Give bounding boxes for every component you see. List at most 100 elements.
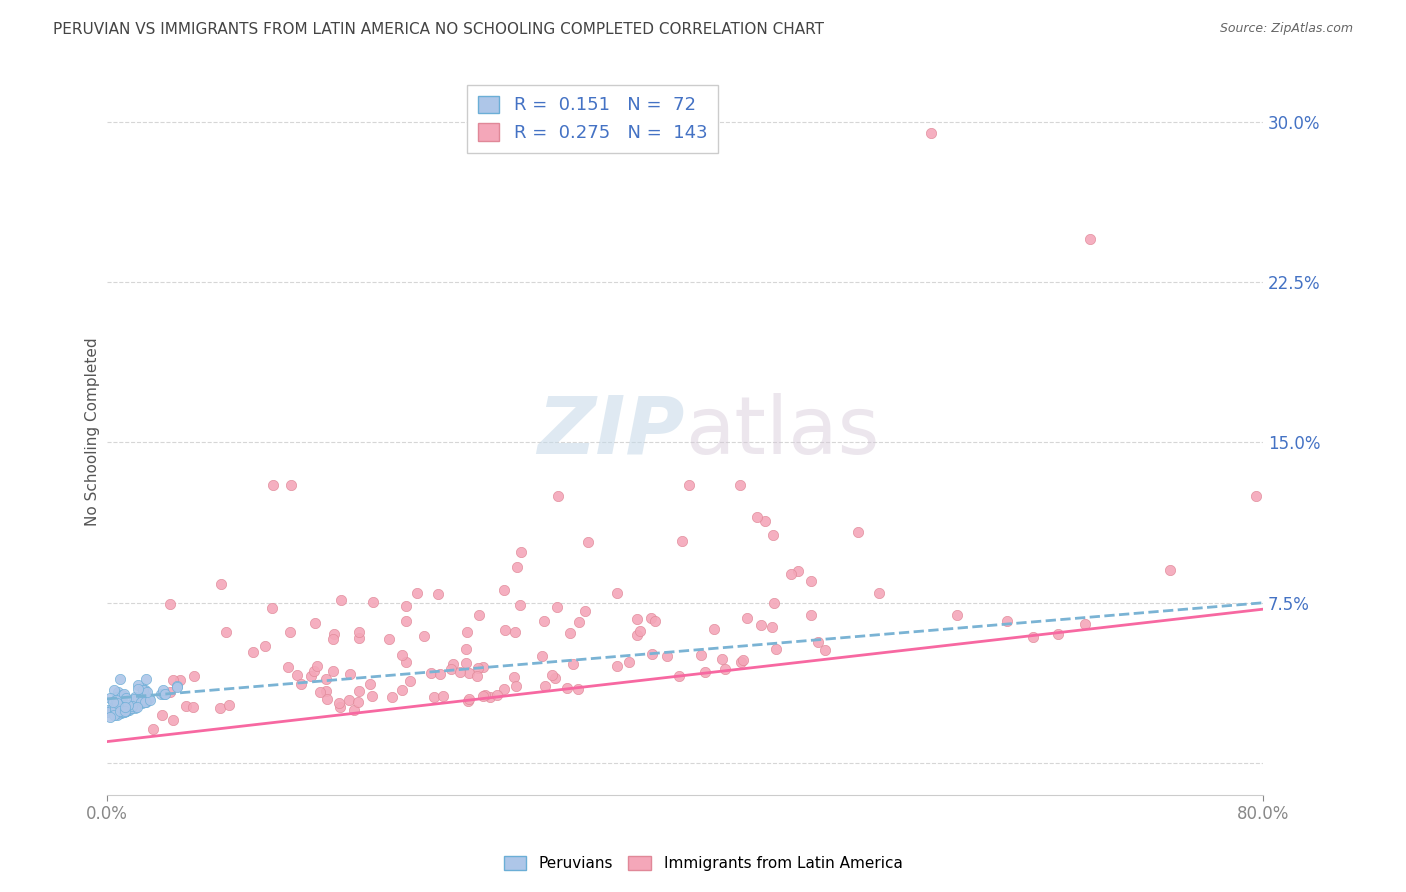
Point	[134, 695, 156, 709]
Point	[747, 510, 769, 524]
Point	[807, 634, 830, 648]
Point	[920, 126, 942, 140]
Point	[118, 703, 141, 717]
Point	[105, 706, 128, 720]
Point	[728, 478, 751, 492]
Point	[361, 595, 384, 609]
Point	[420, 665, 443, 680]
Point	[467, 661, 489, 675]
Point	[152, 683, 174, 698]
Point	[115, 691, 138, 706]
Point	[112, 698, 135, 712]
Point	[120, 701, 142, 715]
Point	[138, 690, 160, 705]
Point	[131, 696, 153, 710]
Point	[544, 671, 567, 685]
Point	[735, 610, 758, 624]
Point	[505, 679, 527, 693]
Point	[166, 679, 188, 693]
Point	[329, 592, 352, 607]
Text: PERUVIAN VS IMMIGRANTS FROM LATIN AMERICA NO SCHOOLING COMPLETED CORRELATION CHA: PERUVIAN VS IMMIGRANTS FROM LATIN AMERIC…	[53, 22, 824, 37]
Point	[945, 607, 967, 622]
Point	[626, 628, 648, 642]
Point	[472, 690, 495, 704]
Point	[668, 669, 690, 683]
Point	[97, 703, 120, 717]
Y-axis label: No Schooling Completed: No Schooling Completed	[86, 337, 100, 526]
Point	[114, 704, 136, 718]
Text: atlas: atlas	[685, 392, 879, 471]
Point	[576, 535, 599, 549]
Point	[96, 706, 118, 720]
Point	[159, 685, 181, 699]
Point	[762, 596, 785, 610]
Point	[112, 705, 135, 719]
Point	[285, 667, 308, 681]
Point	[101, 695, 124, 709]
Point	[166, 680, 188, 694]
Point	[328, 696, 350, 710]
Point	[110, 688, 132, 702]
Point	[754, 514, 776, 528]
Legend: Peruvians, Immigrants from Latin America: Peruvians, Immigrants from Latin America	[498, 850, 908, 877]
Point	[378, 632, 401, 646]
Point	[107, 695, 129, 709]
Point	[112, 687, 135, 701]
Point	[485, 688, 508, 702]
Point	[540, 668, 562, 682]
Point	[432, 690, 454, 704]
Point	[112, 703, 135, 717]
Point	[174, 699, 197, 714]
Point	[103, 708, 125, 723]
Point	[426, 587, 449, 601]
Point	[492, 681, 515, 696]
Point	[105, 690, 128, 704]
Point	[124, 700, 146, 714]
Point	[800, 608, 823, 623]
Point	[209, 577, 232, 591]
Point	[98, 691, 121, 706]
Text: ZIP: ZIP	[537, 392, 685, 471]
Point	[121, 699, 143, 714]
Point	[134, 688, 156, 702]
Point	[547, 489, 569, 503]
Point	[108, 704, 131, 718]
Point	[337, 693, 360, 707]
Point	[110, 689, 132, 703]
Point	[290, 677, 312, 691]
Point	[315, 684, 337, 698]
Point	[454, 641, 477, 656]
Point	[503, 670, 526, 684]
Point	[304, 615, 326, 630]
Point	[280, 478, 302, 492]
Point	[125, 699, 148, 714]
Point	[135, 684, 157, 698]
Point	[107, 706, 129, 721]
Point	[533, 614, 555, 628]
Point	[260, 600, 283, 615]
Point	[305, 659, 328, 673]
Point	[574, 604, 596, 618]
Point	[159, 597, 181, 611]
Legend: R =  0.151   N =  72, R =  0.275   N =  143: R = 0.151 N = 72, R = 0.275 N = 143	[467, 85, 718, 153]
Point	[1159, 563, 1181, 577]
Point	[494, 623, 516, 637]
Point	[111, 689, 134, 703]
Point	[457, 666, 479, 681]
Point	[104, 700, 127, 714]
Point	[780, 567, 803, 582]
Point	[395, 614, 418, 628]
Point	[671, 534, 693, 549]
Point	[546, 599, 568, 614]
Point	[749, 618, 772, 632]
Point	[302, 665, 325, 679]
Point	[510, 545, 533, 559]
Point	[103, 702, 125, 716]
Point	[731, 653, 754, 667]
Point	[110, 706, 132, 720]
Point	[710, 652, 733, 666]
Point	[103, 682, 125, 697]
Point	[360, 690, 382, 704]
Point	[104, 696, 127, 710]
Point	[1046, 626, 1069, 640]
